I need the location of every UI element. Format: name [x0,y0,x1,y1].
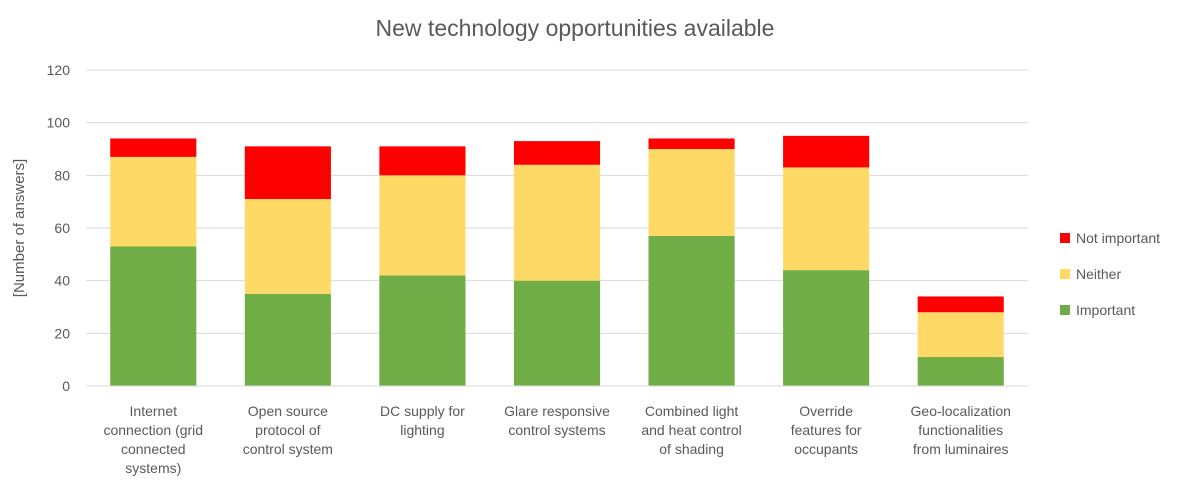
bar-segment-not-important [783,135,870,168]
bar-segment-important [110,246,197,386]
y-tick-label: 20 [54,325,70,341]
bar-segment-neither [244,199,331,294]
legend-swatch [1060,269,1070,279]
bars [110,135,1004,386]
x-tick-label: Combined light and heat control of shading [641,403,741,457]
bar-segment-not-important [648,138,735,149]
y-axis-label: [Number of answers] [11,159,28,297]
legend-swatch [1060,305,1070,315]
y-tick-label: 60 [54,220,70,236]
x-tick-label: Geo-localization functionalities from lumi… [911,403,1011,457]
bar-segment-not-important [244,146,331,200]
bar-segment-neither [513,164,601,281]
bar-segment-important [648,235,735,386]
y-axis-ticks: 0 20 40 60 80 100 120 [47,62,71,394]
bar-segment-neither [648,149,735,236]
bar-segment-important [379,275,466,386]
y-tick-label: 0 [62,378,70,394]
legend-label: Not important [1076,230,1160,246]
bar-segment-neither [917,312,1004,358]
legend: Not important Neither Important [1060,230,1160,318]
bar-segment-important [783,270,870,386]
bar-segment-neither [379,175,466,276]
x-tick-label: Glare responsive control systems [504,403,610,438]
x-axis-categories: Internet connection (grid connected systems… [103,403,1010,476]
bar-segment-important [513,280,601,386]
y-tick-label: 40 [54,273,70,289]
bar-segment-important [917,357,1004,386]
bar-segment-not-important [917,296,1004,313]
bar-segment-not-important [513,141,601,165]
y-tick-label: 120 [47,62,71,78]
legend-swatch [1060,233,1070,243]
x-tick-label: Override features for occupants [791,403,862,457]
chart-title: New technology opportunities available [376,15,775,41]
x-tick-label: DC supply for lighting [380,403,465,438]
bar-segment-neither [783,167,870,271]
bar-segment-neither [110,156,197,247]
x-tick-label: Open source protocol of control system [243,403,333,457]
bar-segment-not-important [110,138,197,157]
x-tick-label: Internet connection (grid connected systems… [103,403,203,476]
legend-label: Neither [1076,266,1121,282]
legend-label: Important [1076,302,1135,318]
y-tick-label: 80 [54,167,70,183]
y-tick-label: 100 [47,115,71,131]
bar-segment-important [244,293,331,386]
bar-segment-not-important [379,146,466,176]
